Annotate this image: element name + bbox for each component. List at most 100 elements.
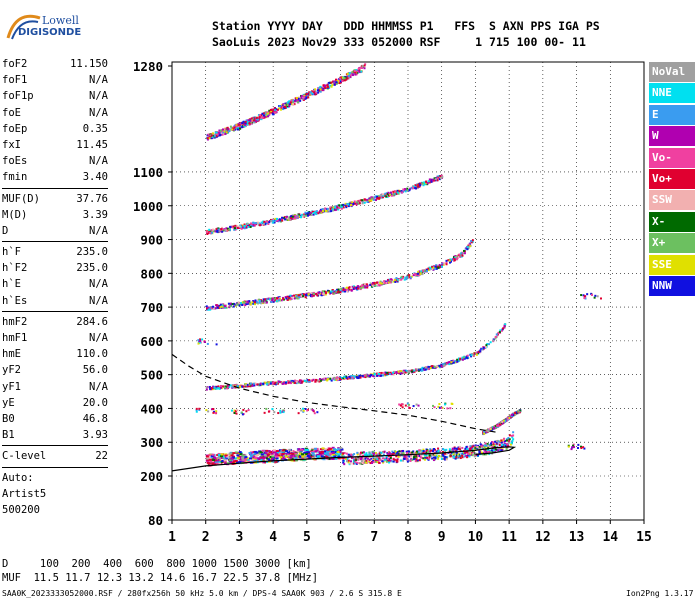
echo-point xyxy=(512,438,515,441)
echo-point xyxy=(215,228,218,231)
echo-point xyxy=(302,215,305,218)
param-row-hmf1: hmF1 N/A xyxy=(2,330,108,346)
echo-point xyxy=(342,377,345,380)
echo-point xyxy=(222,304,225,307)
echo-point xyxy=(264,114,267,117)
echo-point xyxy=(484,442,487,445)
echo-point xyxy=(270,301,273,304)
echo-point xyxy=(376,456,379,459)
echo-point xyxy=(276,219,279,222)
echo-point xyxy=(216,459,220,462)
echo-point xyxy=(469,245,472,248)
echo-point xyxy=(375,456,378,459)
echo-point xyxy=(417,274,420,277)
echo-point xyxy=(222,131,225,134)
echo-point xyxy=(415,185,418,188)
echo-point xyxy=(223,386,226,389)
echo-point xyxy=(245,119,248,122)
echo-point xyxy=(363,374,366,377)
echo-point xyxy=(324,452,328,455)
echo-point xyxy=(284,102,287,105)
echo-point xyxy=(256,383,259,386)
echo-point xyxy=(215,135,218,138)
echo-point xyxy=(454,449,457,452)
echo-point xyxy=(282,103,285,106)
echo-point xyxy=(407,455,410,458)
echo-point xyxy=(512,414,515,417)
echo-point xyxy=(220,228,223,231)
echo-point xyxy=(306,212,309,215)
echo-point xyxy=(238,304,241,307)
echo-point xyxy=(304,213,307,216)
echo-point xyxy=(336,291,339,294)
echo-point xyxy=(372,198,375,201)
echo-point xyxy=(205,455,209,458)
echo-point xyxy=(275,451,279,454)
echo-point xyxy=(333,455,337,458)
echo-point xyxy=(375,452,378,455)
echo-point xyxy=(470,354,473,357)
echo-point xyxy=(241,458,245,461)
echo-point xyxy=(362,199,365,202)
echo-point xyxy=(227,384,230,387)
echo-point xyxy=(510,441,513,444)
echo-point xyxy=(369,375,372,378)
echo-point xyxy=(435,454,438,457)
echo-point xyxy=(467,452,470,455)
echo-point xyxy=(311,447,315,450)
echo-point xyxy=(275,450,279,453)
echo-point xyxy=(278,449,282,452)
echo-point xyxy=(351,201,354,204)
echo-point xyxy=(319,90,322,93)
echo-point xyxy=(208,231,211,234)
echo-point xyxy=(425,268,428,271)
echo-point xyxy=(224,454,228,457)
echo-point xyxy=(236,303,239,306)
echo-point xyxy=(278,107,281,110)
echo-point xyxy=(382,374,385,377)
echo-point xyxy=(236,127,239,130)
echo-point xyxy=(342,287,345,290)
echo-point xyxy=(249,382,252,385)
param-row-yf1: yF1 N/A xyxy=(2,379,108,395)
echo-point xyxy=(322,290,325,293)
echo-point xyxy=(406,452,409,455)
echo-point xyxy=(307,293,310,296)
echo-point xyxy=(210,386,213,389)
param-row-fof2: foF2 11.150 xyxy=(2,56,108,72)
echo-point xyxy=(385,281,388,284)
echo-point xyxy=(293,296,296,299)
echo-point xyxy=(371,197,374,200)
echo-point xyxy=(312,213,315,216)
echo-point xyxy=(320,291,323,294)
echo-point xyxy=(413,273,416,276)
echo-point xyxy=(309,92,312,95)
echo-point xyxy=(250,122,253,125)
echo-point xyxy=(276,297,279,300)
echo-point xyxy=(355,286,358,289)
echo-point xyxy=(475,351,478,354)
echo-point xyxy=(246,225,249,228)
echo-point xyxy=(407,370,410,373)
echo-point xyxy=(324,450,328,453)
echo-point xyxy=(370,454,373,457)
echo-point xyxy=(389,371,392,374)
echo-point xyxy=(438,178,441,181)
echo-point xyxy=(295,294,298,297)
echo-point xyxy=(356,288,359,291)
echo-point xyxy=(380,282,383,285)
echo-point xyxy=(391,371,394,374)
echo-point xyxy=(337,447,341,450)
echo-point xyxy=(368,461,371,464)
echo-point xyxy=(229,128,232,131)
echo-point xyxy=(445,263,448,266)
echo-point xyxy=(224,229,227,232)
echo-point xyxy=(265,114,268,117)
param-value: 0.35 xyxy=(82,122,108,135)
echo-point xyxy=(428,450,431,453)
echo-point xyxy=(312,456,316,459)
echo-point xyxy=(374,457,377,460)
echo-point xyxy=(326,379,329,382)
echo-point xyxy=(435,450,438,453)
echo-point xyxy=(211,454,215,457)
